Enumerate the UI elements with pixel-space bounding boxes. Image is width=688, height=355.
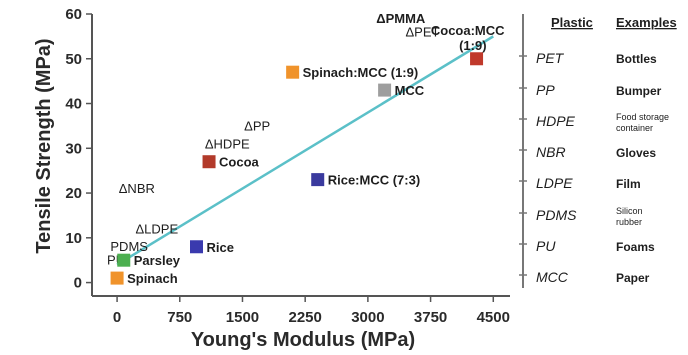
bioplastic-marker (470, 52, 484, 66)
plastic-point-label: ΔPET (406, 24, 440, 39)
bioplastic-marker (117, 253, 131, 267)
bioplastic-label: MCC (395, 83, 425, 98)
legend-table: Plastic Examples PET Bottles PP Bumper HDPE F… (519, 14, 677, 288)
plastic-point-label: ΔNBR (119, 181, 155, 196)
legend-example: Film (616, 177, 641, 191)
legend-plastic-name: PP (536, 82, 555, 98)
y-tick-label: 60 (65, 6, 82, 23)
x-axis-title: Young's Modulus (MPa) (191, 329, 415, 351)
plastic-point-label: ΔLDPE (135, 221, 178, 236)
legend-header-plastic: Plastic (551, 15, 593, 30)
bioplastic-label: Spinach:MCC (1:9) (303, 65, 419, 80)
legend-example: Paper (616, 271, 650, 285)
bioplastic-marker (311, 173, 325, 187)
bioplastic-label: Rice (207, 240, 234, 255)
legend-plastic-name: NBR (536, 144, 566, 160)
bioplastic-points: Cocoa:MCC (1:9) Spinach:MCC (1:9) MCC Cocoa R… (110, 23, 505, 286)
x-tick-label: 750 (167, 309, 192, 326)
legend-plastic-name: PDMS (536, 207, 577, 223)
legend-plastic-name: PET (536, 50, 565, 66)
y-tick-label: 20 (65, 185, 82, 202)
legend-plastic-name: HDPE (536, 113, 576, 129)
legend-plastic-name: PU (536, 238, 556, 254)
trendline (116, 35, 494, 266)
legend-plastic-name: LDPE (536, 175, 573, 191)
x-tick-label: 3000 (351, 309, 384, 326)
legend-example: Gloves (616, 146, 656, 160)
x-tick-label: 3750 (414, 309, 447, 326)
bioplastic-marker (110, 271, 124, 285)
legend-example: Bumper (616, 84, 662, 98)
plastic-point-label: ΔHDPE (205, 136, 250, 151)
bioplastic-label: Cocoa (219, 155, 259, 170)
bioplastic-label: Parsley (134, 253, 181, 268)
bioplastic-marker (378, 83, 392, 97)
y-tick-label: 50 (65, 51, 82, 68)
bioplastic-marker (202, 155, 216, 169)
y-tick-label: 10 (65, 230, 82, 247)
axes: 0 10 20 30 40 50 60 0 750 1500 2250 3000 3750 4500 (65, 6, 510, 326)
plastic-point-label: ΔPMMA (376, 11, 426, 26)
legend-header-examples: Examples (616, 15, 677, 30)
bioplastic-label: Cocoa:MCC (1:9) (431, 23, 505, 53)
x-tick-label: 0 (113, 309, 121, 326)
bioplastic-marker (286, 65, 300, 79)
plastic-point-label: PDMS (110, 239, 148, 254)
legend-example: Foams (616, 240, 655, 254)
bioplastic-marker (190, 240, 203, 254)
legend-example: Bottles (616, 52, 657, 66)
bioplastic-label: Rice:MCC (7:3) (328, 173, 420, 188)
y-tick-label: 30 (65, 140, 82, 157)
legend-example: Food storage container (616, 112, 669, 133)
y-axis-title: Tensile Strength (MPa) (33, 38, 55, 253)
x-tick-label: 4500 (477, 309, 510, 326)
y-tick-label: 40 (65, 96, 82, 113)
legend-example: Silicon rubber (616, 206, 643, 227)
plastic-point-label: ΔPP (244, 118, 270, 133)
x-tick-label: 1500 (226, 309, 259, 326)
y-tick-label: 0 (74, 275, 82, 292)
bioplastic-label: Spinach (127, 271, 178, 286)
x-tick-label: 2250 (288, 309, 321, 326)
trendline-group (116, 35, 494, 266)
legend-plastic-name: MCC (536, 269, 569, 285)
